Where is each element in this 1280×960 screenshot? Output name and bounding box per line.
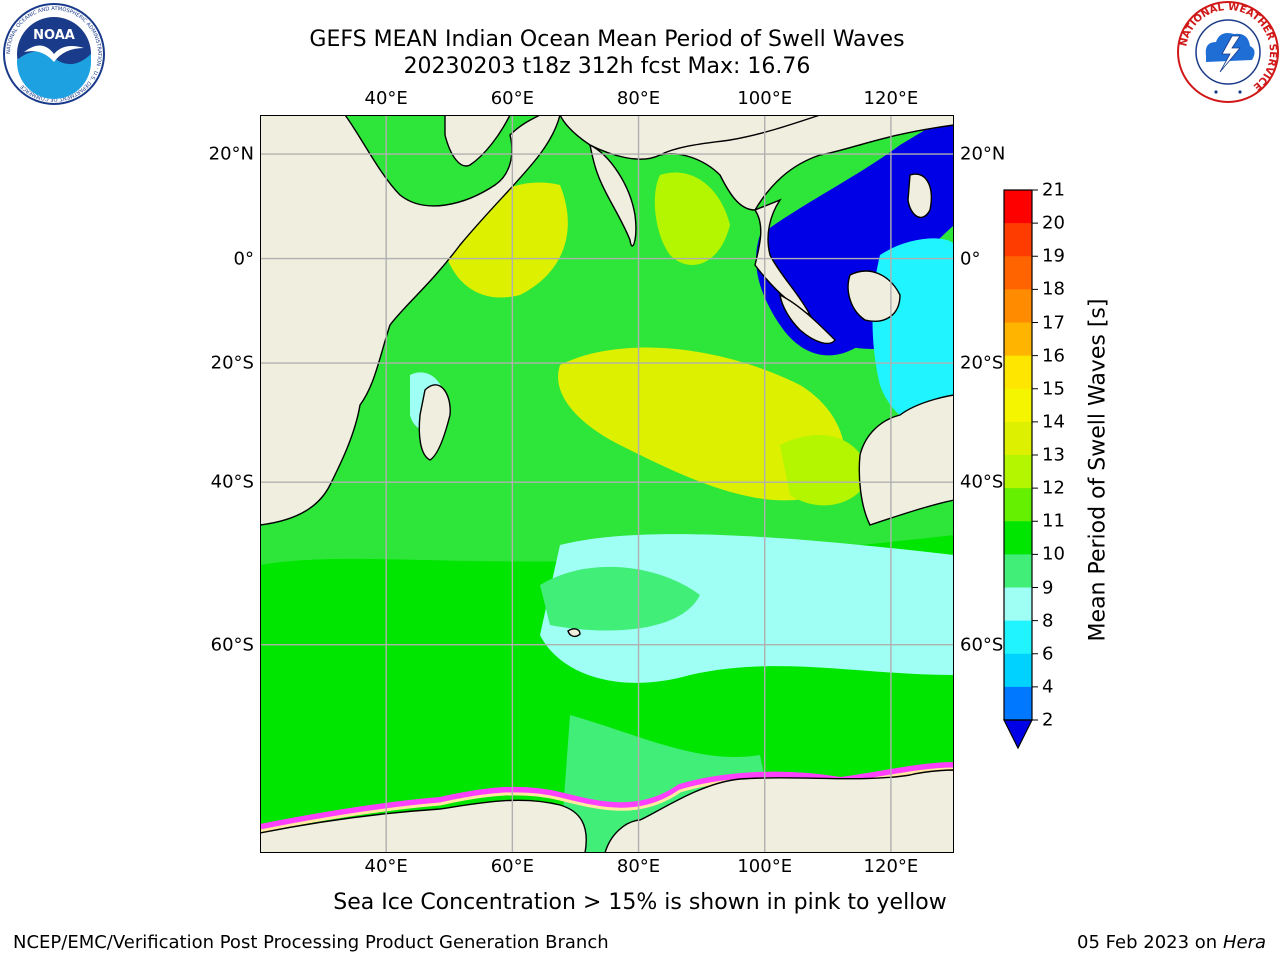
- colorbar-segment: [1004, 653, 1032, 688]
- land-masses: [260, 115, 954, 853]
- colorbar-segment: [1004, 620, 1032, 655]
- graticule: [260, 115, 954, 853]
- swell-region-bay-of-bengal-yellow: [654, 172, 730, 265]
- colorbar-tick-label: 11: [1042, 510, 1065, 532]
- footer-date-text: 05 Feb 2023 on: [1077, 932, 1218, 953]
- colorbar-segment: [1004, 388, 1032, 423]
- colorbar-tick-label: 21: [1042, 179, 1065, 201]
- colorbar-tick-label: 12: [1042, 477, 1065, 499]
- colorbar-segment: [1004, 256, 1032, 290]
- colorbar-tick-label: 19: [1042, 245, 1065, 267]
- colorbar-segment: [1004, 289, 1032, 323]
- land-australia: [858, 394, 954, 526]
- colorbar-segment: [1004, 521, 1032, 555]
- lat-tick-left: 40°S: [210, 471, 254, 493]
- lon-tick-bottom: 100°E: [737, 856, 793, 877]
- colorbar-segment: [1004, 190, 1032, 224]
- lat-tick-right: 20°N: [960, 143, 1006, 165]
- lon-tick-top: 120°E: [863, 88, 919, 109]
- colorbar-tick-label: 2: [1042, 709, 1054, 731]
- colorbar-tick-label: 18: [1042, 278, 1065, 300]
- colorbar-segment: [1004, 355, 1032, 390]
- swell-region-southern-cyan-light: [540, 566, 700, 631]
- lon-tick-top: 40°E: [364, 88, 408, 109]
- colorbar-segment: [1004, 587, 1032, 622]
- lon-tick-bottom: 60°E: [490, 856, 534, 877]
- chart-title: GEFS MEAN Indian Ocean Mean Period of Sw…: [309, 27, 905, 52]
- colorbar-segment: [1004, 421, 1032, 456]
- lon-tick-top: 80°E: [616, 88, 661, 109]
- swell-region-south-china-sea: [756, 115, 954, 356]
- lon-tick-top: 60°E: [490, 88, 534, 109]
- colorbar-tick-label: 14: [1042, 411, 1065, 433]
- colorbar-tick-label: 9: [1042, 577, 1054, 598]
- colorbar-segment: [1004, 488, 1032, 522]
- land-antarctica: [260, 799, 587, 853]
- land-sumatra: [779, 293, 836, 345]
- swell-region-central-yellow: [558, 347, 845, 501]
- land-borneo: [847, 270, 901, 322]
- land-madagascar: [418, 384, 451, 461]
- swell-region-west-australia-yellow: [780, 435, 870, 506]
- colorbar-tick-label: 16: [1042, 345, 1065, 367]
- colorbar-segment: [1004, 554, 1032, 588]
- colorbar-segment: [1004, 322, 1032, 357]
- colorbar-segment: [1004, 455, 1032, 489]
- land-philippines: [907, 173, 932, 219]
- colorbar-tick-label: 15: [1042, 378, 1065, 400]
- footer-credit: NCEP/EMC/Verification Post Processing Pr…: [13, 932, 609, 953]
- land-arabia: [444, 115, 511, 167]
- colorbar-tick-label: 6: [1042, 643, 1054, 665]
- land-antarctica-east: [604, 769, 954, 853]
- colorbar-segment: [1004, 686, 1032, 721]
- noaa-logo-text: NOAA: [33, 28, 75, 43]
- colorbar-tick-label: 10: [1042, 543, 1065, 565]
- colorbar-tick-label: 8: [1042, 610, 1054, 632]
- lat-tick-right: 0°: [960, 248, 981, 270]
- lat-tick-right: 40°S: [960, 471, 1004, 493]
- lon-tick-bottom: 40°E: [364, 856, 408, 877]
- lon-tick-bottom: 80°E: [616, 856, 661, 877]
- colorbar-segment: [1004, 223, 1032, 257]
- noaa-logo: NATIONAL OCEANIC AND ATMOSPHERIC ADMINIS…: [3, 3, 105, 105]
- land-india: [589, 143, 637, 247]
- colorbar-extend-arrow: [1003, 719, 1033, 750]
- lat-tick-left: 20°S: [210, 352, 254, 374]
- colorbar-tick-label: 17: [1042, 312, 1065, 333]
- lon-tick-top: 100°E: [737, 88, 793, 109]
- colorbar-title: Mean Period of Swell Waves [s]: [1085, 298, 1111, 642]
- land-kerguelen: [567, 628, 581, 638]
- sea-ice-note: Sea Ice Concentration > 15% is shown in …: [333, 890, 947, 915]
- lat-tick-right: 20°S: [960, 352, 1004, 374]
- land-southeast-asia: [753, 198, 812, 317]
- lat-tick-left: 20°N: [208, 143, 254, 165]
- chart-subtitle: 20230203 t18z 312h fcst Max: 16.76: [403, 54, 811, 79]
- lat-tick-left: 60°S: [210, 634, 254, 656]
- footer-machine: Hera: [1222, 932, 1266, 953]
- colorbar-tick-label: 20: [1042, 212, 1065, 234]
- lon-tick-bottom: 120°E: [863, 856, 919, 877]
- footer-date: 05 Feb 2023 on Hera: [1077, 932, 1266, 953]
- map: [260, 115, 954, 853]
- land-india-main: [659, 115, 954, 211]
- lat-tick-left: 0°: [233, 248, 254, 270]
- lat-tick-right: 60°S: [960, 634, 1004, 656]
- colorbar: [1003, 189, 1038, 750]
- colorbar-tick-label: 4: [1042, 676, 1054, 698]
- colorbar-tick-label: 13: [1042, 444, 1065, 466]
- nws-logo: NATIONAL WEATHER SERVICE: [1177, 1, 1279, 103]
